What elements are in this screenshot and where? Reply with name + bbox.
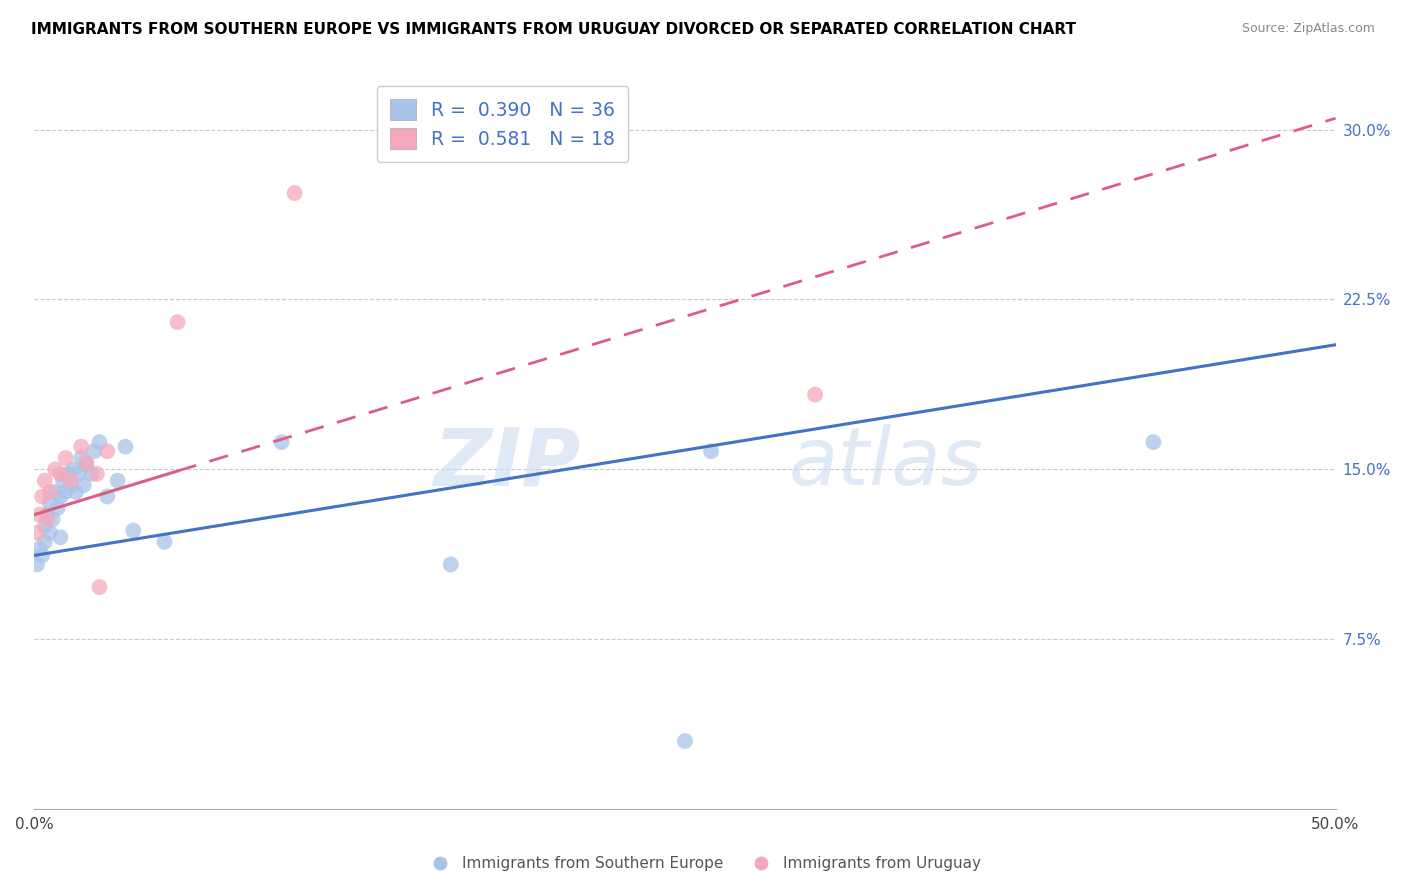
Point [55,485,77,500]
Point [44,462,66,476]
Point [270,435,292,450]
Point [440,558,463,572]
Point [80,467,103,481]
Point [65,485,87,500]
Point [41,512,63,526]
Point [89,435,111,450]
Point [86,467,108,481]
Point [31,490,53,504]
Point [59,474,82,488]
Point [96,490,118,504]
Point [49,467,72,481]
Point [34,474,56,488]
Point [75,456,97,470]
Point [70,450,93,465]
Point [114,440,136,454]
Point [284,186,307,200]
Point [31,549,53,563]
Point [46,500,69,515]
Point [122,524,145,538]
Point [25,525,48,540]
Point [70,440,93,454]
Point [39,525,62,540]
Point [700,444,723,458]
Point [34,534,56,549]
Point [39,485,62,500]
Legend: R =  0.390   N = 36, R =  0.581   N = 18: R = 0.390 N = 36, R = 0.581 N = 18 [377,86,628,161]
Point [25,558,48,572]
Point [67,467,90,481]
Point [49,490,72,504]
Point [37,508,59,522]
Point [52,474,75,488]
Text: ZIP: ZIP [433,424,581,502]
Point [34,519,56,533]
Legend: Immigrants from Southern Europe, Immigrants from Uruguay: Immigrants from Southern Europe, Immigra… [419,850,987,877]
Point [62,462,84,476]
Point [1142,435,1164,450]
Point [107,474,129,488]
Point [49,530,72,544]
Point [673,734,696,748]
Point [804,387,827,401]
Point [75,458,97,472]
Text: Source: ZipAtlas.com: Source: ZipAtlas.com [1241,22,1375,36]
Text: IMMIGRANTS FROM SOUTHERN EUROPE VS IMMIGRANTS FROM URUGUAY DIVORCED OR SEPARATED: IMMIGRANTS FROM SOUTHERN EUROPE VS IMMIG… [31,22,1076,37]
Text: atlas: atlas [789,424,984,502]
Point [37,512,59,526]
Point [58,467,80,481]
Point [39,496,62,510]
Point [28,508,51,522]
Point [28,541,51,556]
Point [44,485,66,500]
Point [96,444,118,458]
Point [55,450,77,465]
Point [83,444,105,458]
Point [89,580,111,594]
Point [73,478,96,492]
Point [153,534,176,549]
Point [59,478,82,492]
Point [166,315,188,329]
